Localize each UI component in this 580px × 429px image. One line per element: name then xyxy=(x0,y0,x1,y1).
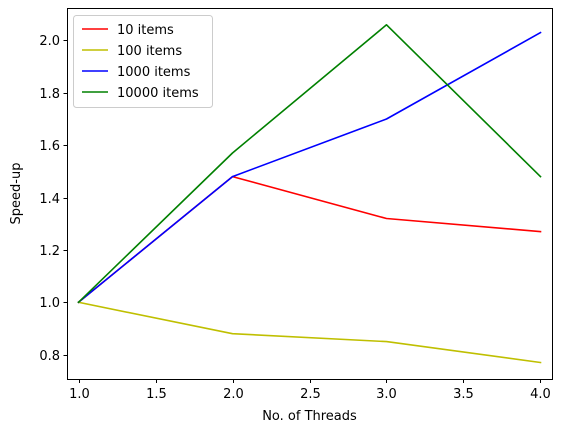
legend-label: 1000 items xyxy=(117,65,191,80)
legend-label: 100 items xyxy=(117,44,182,59)
legend: 10 items 100 items 1000 items 10000 items xyxy=(73,15,213,108)
x-tick-label: 1.5 xyxy=(146,387,167,402)
y-axis: 0.8 1.0 1.2 1.4 1.6 1.8 2.0 xyxy=(39,34,68,364)
x-tick-label: 2.0 xyxy=(223,387,244,402)
x-tick-label: 1.0 xyxy=(69,387,90,402)
series-line-2 xyxy=(77,301,542,364)
y-tick-label: 0.8 xyxy=(39,349,60,364)
series-line-3 xyxy=(77,31,542,304)
series-line-4 xyxy=(77,23,542,304)
y-tick-label: 1.2 xyxy=(39,244,60,259)
y-tick-label: 1.4 xyxy=(39,192,60,207)
y-axis-label: Speed-up xyxy=(9,163,24,225)
series-line-1 xyxy=(77,175,542,304)
x-tick-label: 3.0 xyxy=(376,387,397,402)
y-tick-label: 2.0 xyxy=(39,34,60,49)
legend-label: 10000 items xyxy=(117,86,199,101)
legend-label: 10 items xyxy=(117,23,174,38)
x-tick-label: 4.0 xyxy=(530,387,551,402)
legend-box xyxy=(73,15,213,108)
y-tick-label: 1.8 xyxy=(39,87,60,102)
x-tick-label: 3.5 xyxy=(453,387,474,402)
x-tick-label: 2.5 xyxy=(300,387,321,402)
series-layer xyxy=(77,23,542,364)
y-tick-label: 1.0 xyxy=(39,296,60,311)
x-axis-label: No. of Threads xyxy=(262,409,357,424)
y-tick-label: 1.6 xyxy=(39,139,60,154)
x-axis: 1.0 1.5 2.0 2.5 3.0 3.5 4.0 xyxy=(69,379,551,402)
